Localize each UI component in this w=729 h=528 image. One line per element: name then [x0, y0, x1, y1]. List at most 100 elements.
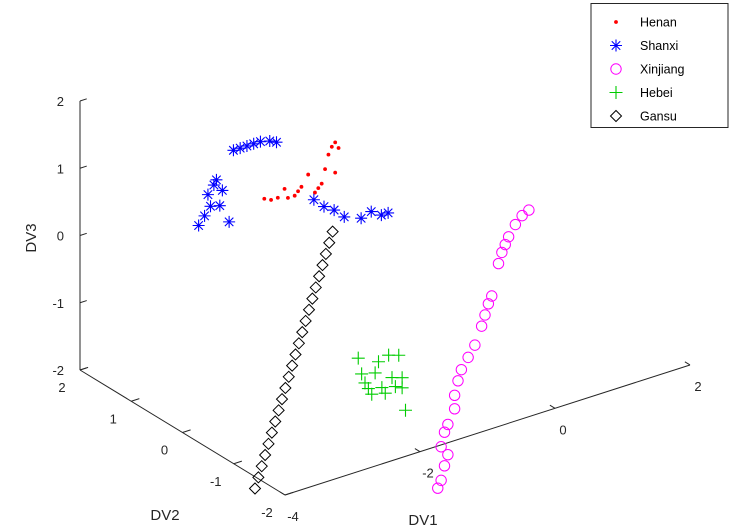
z-tick-label: 1 [57, 161, 64, 176]
data-point [306, 172, 311, 177]
z-tick-mark [79, 232, 87, 236]
data-point [252, 471, 265, 484]
data-point [382, 206, 395, 219]
data-point [355, 367, 369, 381]
x-tick-mark [279, 491, 286, 496]
y-tick-label: -1 [210, 474, 222, 489]
data-point [316, 258, 329, 272]
x-tick-mark [549, 404, 556, 409]
z-tick-label: 0 [57, 229, 64, 244]
data-point [227, 144, 240, 157]
data-point [326, 152, 331, 157]
data-point [292, 337, 306, 350]
z-tick-label: -1 [52, 296, 64, 311]
z-axis-label: DV3 [23, 223, 40, 252]
data-point [299, 314, 312, 328]
data-point [262, 196, 267, 201]
data-point [378, 386, 392, 400]
x-tick-mark [684, 361, 691, 366]
data-point [326, 225, 339, 238]
legend-item-xinjiang[interactable]: Xinjiang [610, 63, 685, 77]
data-point [319, 247, 333, 261]
data-point [388, 380, 402, 394]
series-gansu [248, 225, 339, 495]
data-point [192, 219, 205, 232]
data-point [312, 270, 326, 283]
data-point [213, 199, 226, 212]
legend-item-gansu[interactable]: Gansu [609, 110, 677, 124]
z-tick-mark [79, 367, 87, 371]
data-point [234, 142, 247, 155]
data-point [333, 170, 338, 175]
data-point [323, 236, 336, 249]
data-point [395, 371, 409, 385]
data-point [432, 482, 444, 494]
legend-item-henan[interactable]: Henan [614, 16, 677, 30]
z-tick-label: -2 [52, 363, 64, 378]
data-point [365, 205, 378, 218]
data-point [216, 184, 229, 197]
data-point [499, 238, 511, 251]
data-point [269, 198, 273, 202]
data-point [272, 404, 285, 417]
y-tick-label: 1 [110, 411, 117, 426]
data-point [316, 186, 321, 191]
series-hebei [351, 348, 412, 417]
legend-label: Hebei [640, 86, 673, 100]
data-point [365, 387, 379, 401]
data-point [438, 426, 451, 438]
legend-marker [614, 20, 618, 24]
x-tick-label: 2 [694, 379, 701, 394]
data-point [435, 441, 447, 453]
data-point [435, 474, 447, 487]
z-tick-mark [79, 98, 87, 102]
y-axis-label: DV2 [150, 507, 179, 524]
data-point [469, 339, 481, 351]
data-point [286, 195, 290, 200]
data-point [355, 212, 368, 225]
y-tick-label: -2 [261, 505, 273, 520]
data-point [448, 403, 461, 415]
data-point [492, 257, 505, 270]
x-tick-label: -2 [422, 466, 434, 481]
data-point [399, 403, 412, 417]
y-tick-mark [233, 460, 243, 465]
data-point [279, 381, 292, 395]
legend[interactable]: Henan Shanxi Xinjiang Hebei Gansu [590, 3, 729, 128]
data-point [262, 437, 275, 451]
x-axis-label: DV1 [408, 512, 437, 528]
data-point [275, 392, 289, 406]
data-point [318, 200, 330, 213]
data-point [448, 389, 461, 402]
legend-marker [610, 63, 622, 75]
legend-item-hebei[interactable]: Hebei [609, 86, 673, 100]
data-point [265, 426, 279, 439]
data-point [438, 460, 451, 472]
data-point [307, 193, 320, 206]
y-tick-label: 2 [58, 380, 65, 395]
data-point [302, 303, 316, 316]
legend-item-shanxi[interactable]: Shanxi [610, 39, 678, 53]
data-point [392, 348, 406, 362]
data-point [248, 482, 262, 495]
data-point [289, 348, 302, 361]
data-point [442, 448, 454, 461]
data-point [502, 231, 515, 243]
data-point [275, 195, 280, 200]
legend-label: Gansu [640, 110, 677, 124]
data-point [292, 193, 297, 198]
data-point [210, 173, 223, 186]
data-point [258, 448, 272, 462]
data-points [192, 135, 535, 495]
y-tick-label: 0 [161, 443, 168, 458]
legend-marker [610, 39, 622, 52]
data-point [270, 136, 283, 149]
data-point [516, 209, 528, 222]
data-point [336, 146, 341, 150]
series-henan [262, 140, 341, 202]
data-point [254, 135, 267, 148]
series-shanxi [192, 135, 395, 232]
data-point [368, 366, 382, 380]
data-point [455, 363, 468, 376]
